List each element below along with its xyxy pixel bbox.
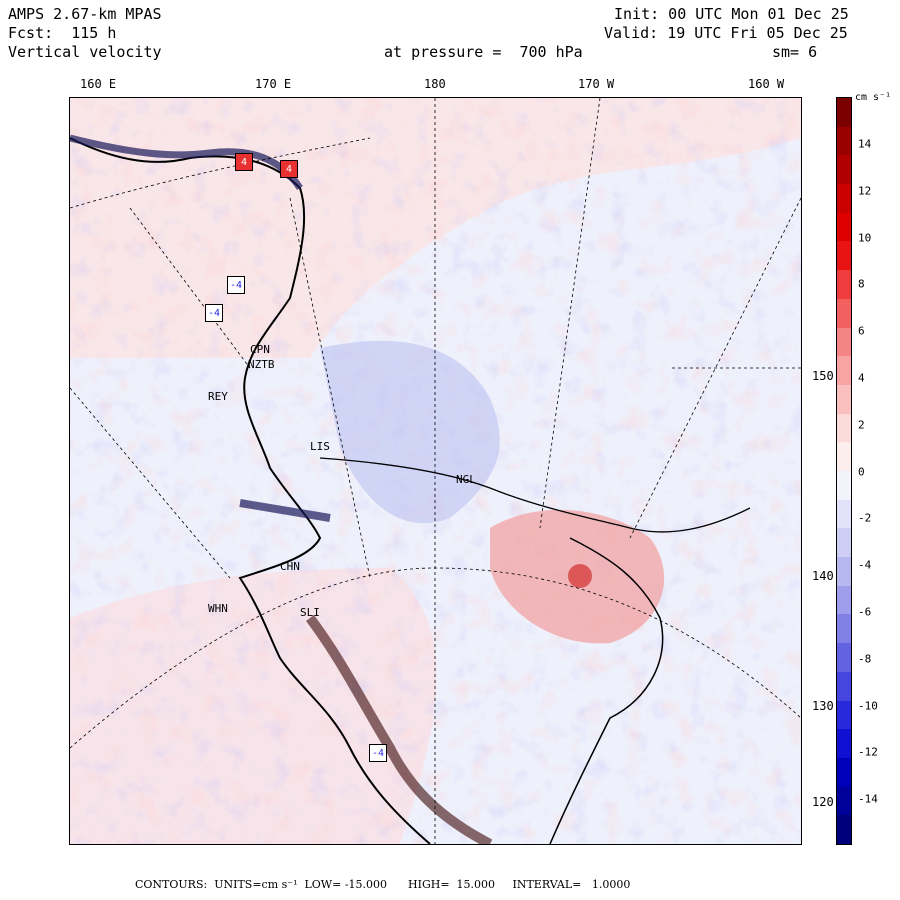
colorbar-tick-label: 4 xyxy=(858,371,865,385)
colorbar-tick-label: -8 xyxy=(858,652,872,666)
colorbar-segment xyxy=(837,786,851,816)
colorbar-segment xyxy=(837,327,851,357)
colorbar-segment xyxy=(837,757,851,788)
station-ngl: NGL xyxy=(456,473,476,486)
field-name: Vertical velocity xyxy=(8,43,162,61)
station-chn: CHN xyxy=(280,560,300,573)
colorbar-segment xyxy=(837,585,851,615)
model-title: AMPS 2.67-km MPAS xyxy=(8,5,162,23)
colorbar-tick-label: 10 xyxy=(858,231,872,245)
colorbar-tick-label: 2 xyxy=(858,418,865,432)
colorbar-segment xyxy=(837,557,851,587)
colorbar-segment xyxy=(837,241,851,271)
valid-time: Valid: 19 UTC Fri 05 Dec 25 xyxy=(604,24,848,42)
colorbar-units: cm s⁻¹ xyxy=(855,92,892,103)
colorbar-segment xyxy=(837,126,851,156)
colorbar-segment xyxy=(837,729,851,759)
station-whn: WHN xyxy=(208,602,228,615)
lon-label-180: 180 xyxy=(424,77,446,91)
colorbar-segment xyxy=(837,528,851,558)
smoothing-value: sm= 6 xyxy=(772,43,818,61)
high-marker: 4 xyxy=(280,160,298,178)
graticule xyxy=(70,98,801,844)
colorbar-segment xyxy=(837,643,851,673)
colorbar-tick-label: 8 xyxy=(858,277,865,291)
station-rey: REY xyxy=(208,390,228,403)
coastline-east xyxy=(549,537,664,844)
colorbar-tick-label: 0 xyxy=(858,465,865,479)
colorbar-segment xyxy=(837,298,851,329)
colorbar-segment xyxy=(837,184,851,214)
map-canvas xyxy=(70,98,801,844)
lon-label-160e: 160 E xyxy=(80,77,117,91)
forecast-hour: Fcst: 115 h xyxy=(8,24,117,42)
low-marker: -4 xyxy=(227,276,245,294)
pressure-level: at pressure = 700 hPa xyxy=(384,43,583,61)
terrain-band-north xyxy=(70,134,303,190)
colorbar-tick-label: -2 xyxy=(858,511,872,525)
colorbar-segment xyxy=(837,614,851,644)
init-time: Init: 00 UTC Mon 01 Dec 25 xyxy=(614,5,849,23)
colorbar-tick-label: -14 xyxy=(858,792,878,806)
colorbar-segment xyxy=(837,442,851,472)
low-marker: -4 xyxy=(369,744,387,762)
colorbar-segment xyxy=(837,98,851,128)
colorbar-segment xyxy=(837,815,851,845)
terrain-band-mid xyxy=(239,499,331,522)
high-marker: 4 xyxy=(235,153,253,171)
colorbar-tick-label: -4 xyxy=(858,558,872,572)
colorbar xyxy=(836,97,852,845)
colorbar-tick-label: 14 xyxy=(858,137,872,151)
ice-shelf-edge xyxy=(319,457,751,533)
ascent-core xyxy=(568,564,592,588)
colorbar-segment xyxy=(837,700,851,730)
station-lis: LIS xyxy=(310,440,330,453)
colorbar-segment xyxy=(837,671,851,702)
lon-label-170e: 170 E xyxy=(255,77,292,91)
colorbar-tick-label: -10 xyxy=(858,699,878,713)
colorbar-segment xyxy=(837,499,851,529)
colorbar-segment xyxy=(837,212,851,242)
station-sli: SLI xyxy=(300,606,320,619)
colorbar-tick-label: -12 xyxy=(858,745,878,759)
colorbar-segment xyxy=(837,356,851,386)
colorbar-tick-label: -6 xyxy=(858,605,872,619)
lon-label-160w: 160 W xyxy=(748,77,785,91)
colorbar-segment xyxy=(837,155,851,185)
colorbar-segment xyxy=(837,384,851,415)
colorbar-segment xyxy=(837,413,851,443)
colorbar-segment xyxy=(837,270,851,300)
colorbar-segment xyxy=(837,471,851,501)
station-nztb: NZTB xyxy=(248,358,275,371)
lon-label-170w: 170 W xyxy=(578,77,615,91)
station-cpn: CPN xyxy=(250,343,270,356)
colorbar-tick-label: 6 xyxy=(858,324,865,338)
terrain-band-south xyxy=(305,615,493,844)
contour-info: CONTOURS: UNITS=cm s⁻¹ LOW= -15.000 HIGH… xyxy=(135,878,631,891)
colorbar-tick-label: 12 xyxy=(858,184,872,198)
low-marker: -4 xyxy=(205,304,223,322)
vertical-velocity-map: CPN NZTB REY LIS NGL CHN WHN SLI 4 4 -4 … xyxy=(69,97,802,845)
